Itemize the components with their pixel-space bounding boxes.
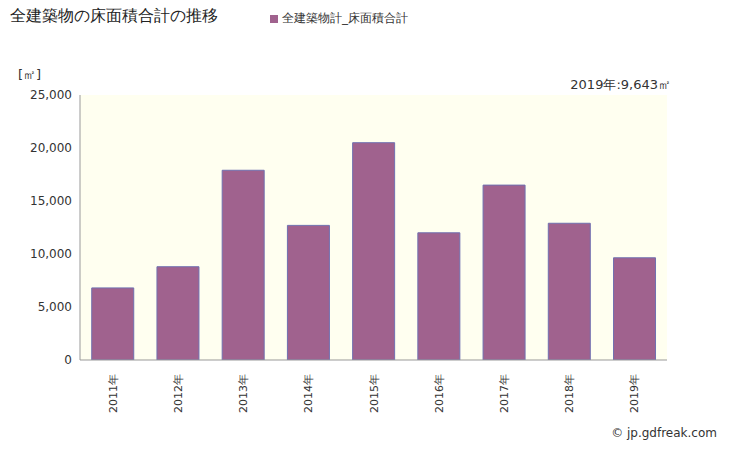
svg-text:2014年: 2014年	[302, 374, 315, 413]
svg-text:5,000: 5,000	[38, 300, 72, 314]
svg-text:10,000: 10,000	[30, 247, 72, 261]
svg-text:20,000: 20,000	[30, 141, 72, 155]
svg-text:25,000: 25,000	[30, 88, 72, 102]
svg-text:15,000: 15,000	[30, 194, 72, 208]
html-text:© jp.gdfreak.com: © jp.gdfreak.com	[611, 426, 717, 440]
svg-text:2012年: 2012年	[172, 374, 185, 413]
html-text:全建築物計_床面積合計: 全建築物計_床面積合計	[282, 11, 408, 25]
svg-text:2017年: 2017年	[498, 374, 511, 413]
html-text:2019年:9,643㎡: 2019年:9,643㎡	[570, 77, 671, 92]
svg-text:2013年: 2013年	[237, 374, 250, 413]
svg-text:2016年: 2016年	[433, 374, 446, 413]
svg-text:2018年: 2018年	[563, 374, 576, 413]
svg-text:0: 0	[64, 353, 72, 367]
svg-text:2015年: 2015年	[368, 374, 381, 413]
svg-text:2011年: 2011年	[107, 374, 120, 413]
svg-text:2019年: 2019年	[628, 374, 641, 413]
html-text:全建築物の床面積合計の推移: 全建築物の床面積合計の推移	[10, 6, 218, 25]
